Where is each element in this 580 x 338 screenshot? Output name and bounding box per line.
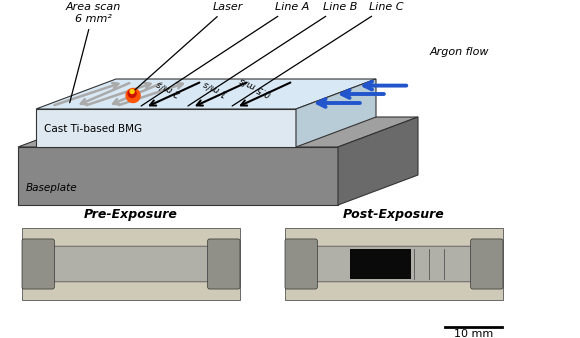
Text: Laser: Laser [135, 2, 243, 90]
Bar [22, 228, 240, 300]
FancyBboxPatch shape [208, 239, 240, 289]
FancyBboxPatch shape [470, 239, 503, 289]
Polygon shape [296, 79, 376, 147]
Bar [285, 228, 503, 300]
Text: Line A: Line A [141, 2, 309, 106]
Text: 10 mm: 10 mm [454, 329, 493, 338]
Polygon shape [18, 117, 418, 147]
Polygon shape [18, 147, 338, 205]
Polygon shape [36, 79, 376, 109]
Text: Post-Exposure: Post-Exposure [343, 208, 445, 221]
FancyBboxPatch shape [22, 239, 55, 289]
FancyBboxPatch shape [285, 239, 317, 289]
Text: Argon flow: Argon flow [430, 47, 490, 57]
Text: 1 m/s: 1 m/s [202, 79, 229, 98]
Text: Baseplate: Baseplate [26, 183, 78, 193]
Text: 2 m/s: 2 m/s [155, 79, 182, 98]
FancyBboxPatch shape [309, 246, 479, 282]
Text: Cast Ti-based BMG: Cast Ti-based BMG [44, 124, 142, 134]
Circle shape [126, 89, 140, 102]
Circle shape [130, 90, 134, 94]
Polygon shape [338, 117, 418, 205]
FancyBboxPatch shape [46, 246, 216, 282]
Text: Line B: Line B [188, 2, 357, 106]
Text: Pre-Exposure: Pre-Exposure [84, 208, 178, 221]
Text: Area scan
6 mm²: Area scan 6 mm² [66, 2, 121, 103]
Text: 0.5 m/s: 0.5 m/s [238, 76, 273, 98]
Polygon shape [36, 109, 296, 147]
Text: Line C: Line C [232, 2, 403, 106]
Bar [350, 249, 411, 279]
Circle shape [128, 90, 136, 97]
